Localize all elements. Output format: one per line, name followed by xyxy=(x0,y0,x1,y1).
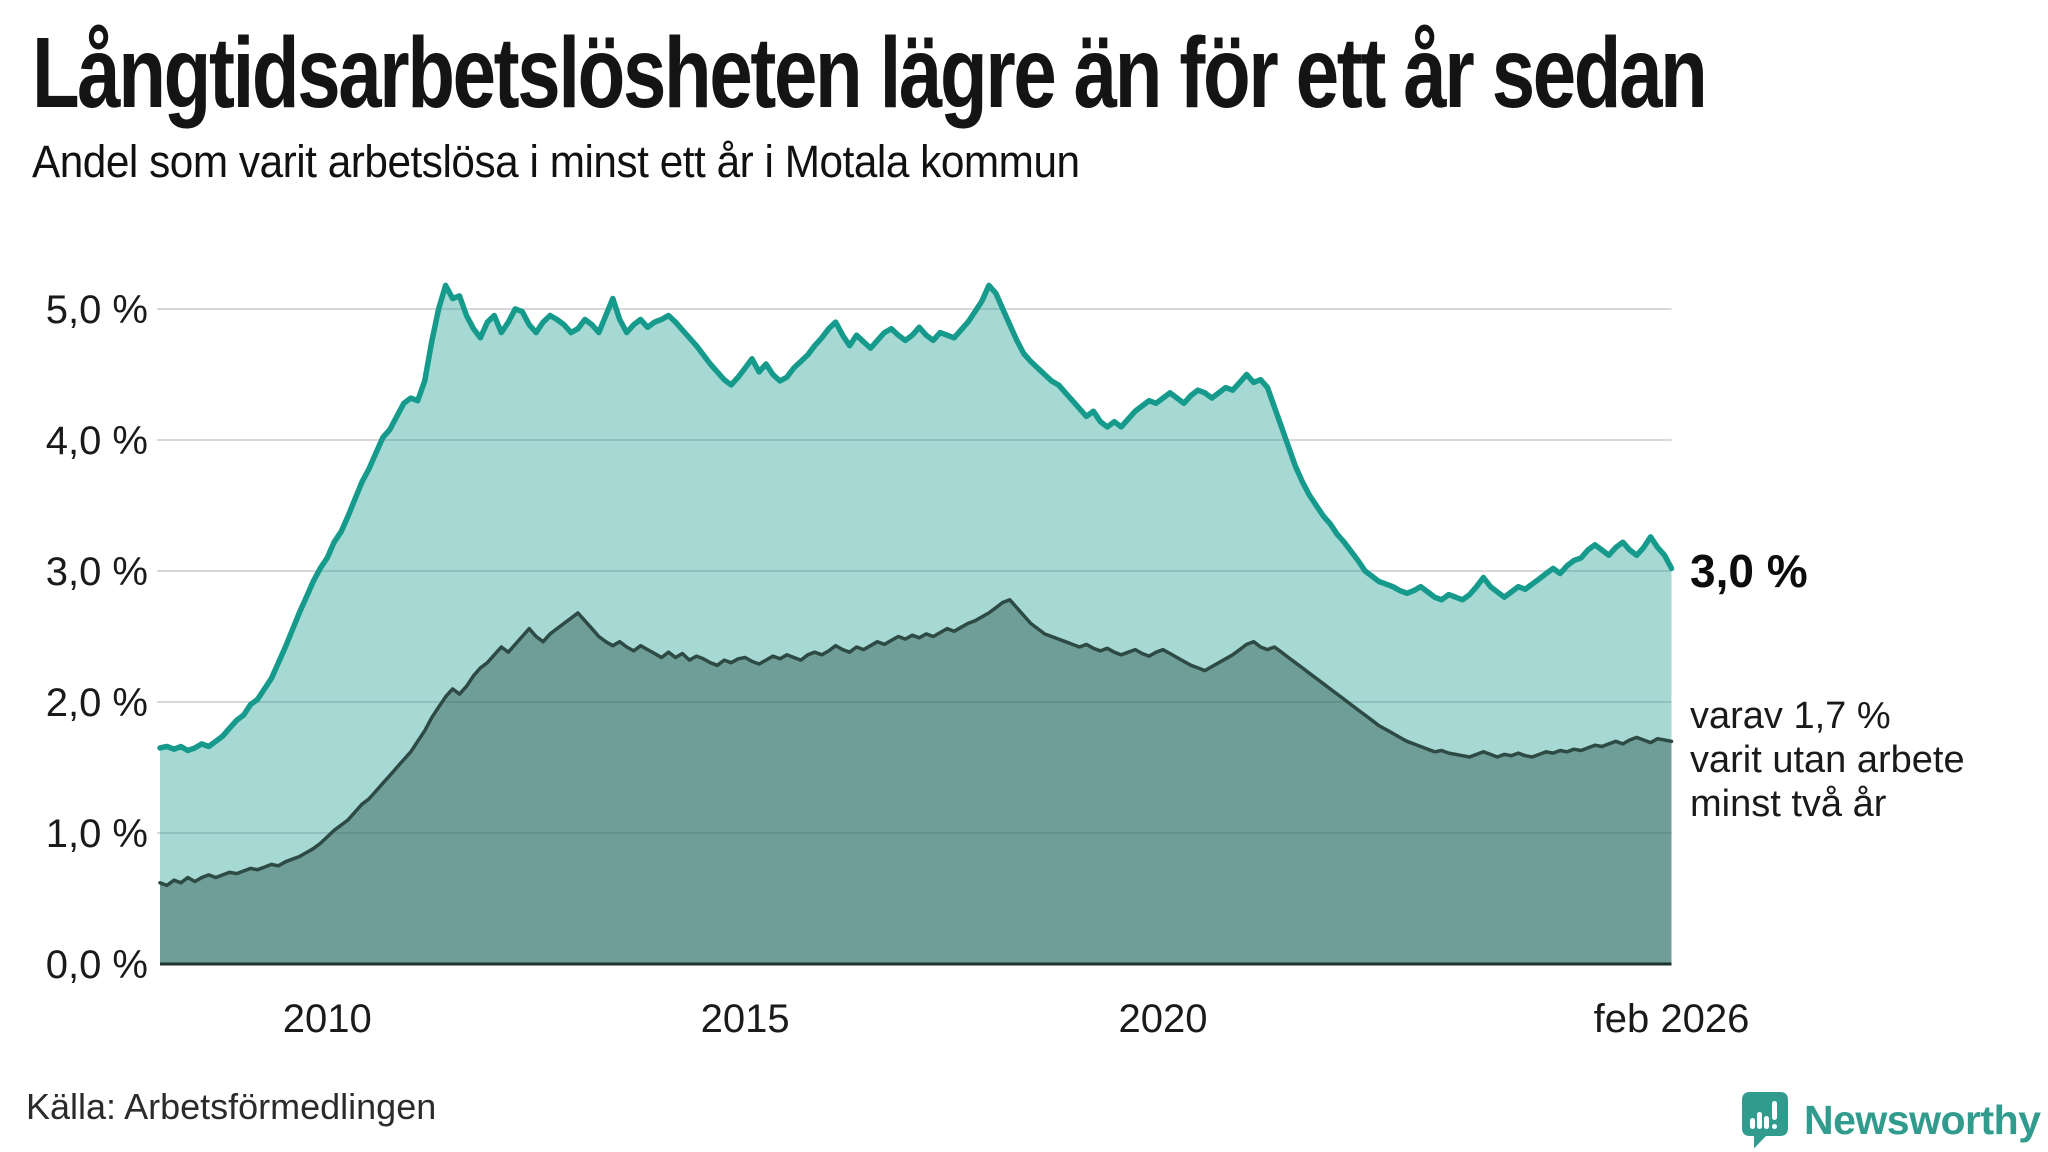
newsworthy-logo-icon xyxy=(1742,1092,1788,1149)
y-tick-label: 3,0 % xyxy=(46,550,148,594)
y-tick-label: 0,0 % xyxy=(46,943,148,987)
newsworthy-logo: Newsworthy xyxy=(1742,1092,2041,1149)
series-area-one-year xyxy=(160,285,1672,964)
end-annotation-line-1: varav 1,7 % xyxy=(1690,695,1891,737)
end-value-label-one-year: 3,0 % xyxy=(1690,545,1808,597)
y-tick-label: 5,0 % xyxy=(46,288,148,332)
y-axis-labels: 0,0 % 1,0 % 2,0 % 3,0 % 4,0 % 5,0 % xyxy=(46,288,148,987)
end-annotation-two-years: varav 1,7 % varit utan arbete minst två … xyxy=(1690,694,1965,826)
y-tick-label: 1,0 % xyxy=(46,812,148,856)
gridlines xyxy=(157,308,1672,834)
y-tick-label: 4,0 % xyxy=(46,419,148,463)
x-tick-label: 2020 xyxy=(1119,997,1208,1041)
chart-subtitle: Andel som varit arbetslösa i minst ett å… xyxy=(32,136,1080,187)
source-caption: Källa: Arbetsförmedlingen xyxy=(26,1086,437,1127)
end-annotation-line-2: varit utan arbete xyxy=(1690,739,1965,781)
series-line-two-years xyxy=(158,598,1674,888)
area-fills xyxy=(160,285,1672,964)
end-annotation-line-3: minst två år xyxy=(1690,783,1887,825)
newsworthy-logo-text: Newsworthy xyxy=(1804,1097,2041,1143)
series-lines xyxy=(157,282,1675,888)
page-title: Långtidsarbetslösheten lägre än för ett … xyxy=(32,17,1708,129)
y-tick-label: 2,0 % xyxy=(46,681,148,725)
x-tick-label: 2010 xyxy=(283,997,372,1041)
series-area-two-years xyxy=(160,599,1672,964)
series-line-one-year xyxy=(157,282,1675,754)
x-axis-labels: 2010 2015 2020 feb 2026 xyxy=(283,997,1750,1041)
x-tick-label: feb 2026 xyxy=(1594,997,1750,1041)
x-tick-label: 2015 xyxy=(701,997,790,1041)
